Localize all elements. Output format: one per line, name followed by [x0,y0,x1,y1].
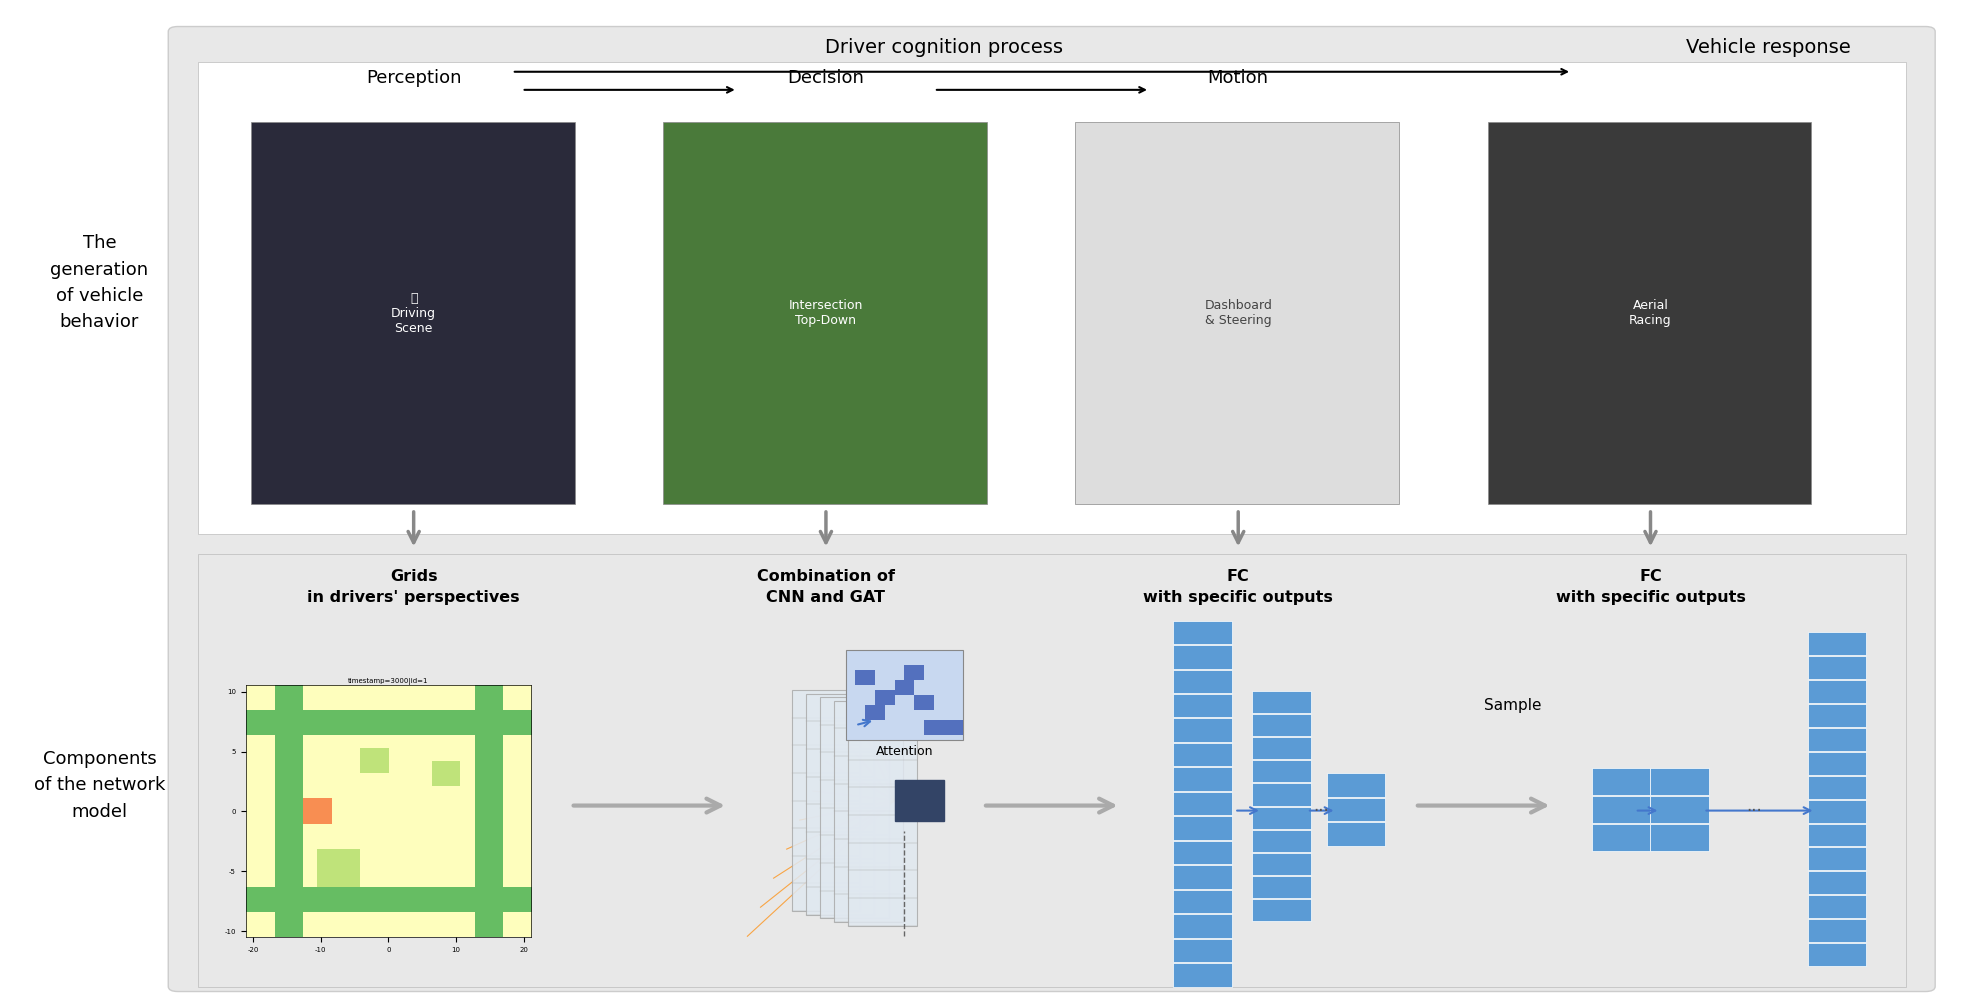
Bar [1174,865,1233,889]
Bar [1807,799,1866,823]
Text: ···: ··· [1746,801,1762,820]
Bar [1592,824,1651,851]
Bar [904,665,924,680]
FancyBboxPatch shape [820,698,889,918]
Bar [914,695,934,710]
Bar [1807,895,1866,918]
Text: Driver cognition process: Driver cognition process [824,37,1064,56]
Text: Intersection
Top-Down: Intersection Top-Down [788,299,863,327]
Bar [1174,841,1233,864]
FancyBboxPatch shape [792,689,861,911]
Bar [1174,669,1233,692]
Bar [1252,876,1311,898]
FancyBboxPatch shape [169,26,1935,992]
FancyBboxPatch shape [834,701,902,922]
FancyBboxPatch shape [895,780,944,821]
Bar [1252,806,1311,829]
Bar [1252,760,1311,782]
Bar [1174,645,1233,668]
Bar [924,720,944,735]
Bar [1174,694,1233,718]
Text: ···: ··· [1313,801,1329,820]
FancyBboxPatch shape [199,554,1905,987]
Text: Aerial
Racing: Aerial Racing [1630,299,1671,327]
Bar [1252,899,1311,921]
Text: Perception: Perception [366,69,462,87]
Bar [1592,768,1651,795]
Text: Decision: Decision [788,69,865,87]
Bar [1327,773,1386,797]
Bar [1174,816,1233,840]
FancyBboxPatch shape [845,650,963,740]
Title: timestamp=3000|id=1: timestamp=3000|id=1 [348,677,429,684]
Text: FC
with specific outputs: FC with specific outputs [1144,570,1333,606]
Bar [1174,938,1233,962]
Text: Sample: Sample [1484,698,1541,713]
Bar [1592,796,1651,823]
Bar [1252,737,1311,759]
Bar [1807,848,1866,871]
Text: The
generation
of vehicle
behavior: The generation of vehicle behavior [51,234,149,332]
Bar [1651,824,1708,851]
Bar [1174,914,1233,937]
Bar [944,720,963,735]
FancyBboxPatch shape [1488,122,1811,504]
FancyBboxPatch shape [663,122,987,504]
FancyBboxPatch shape [199,61,1905,534]
Bar [1807,704,1866,727]
Bar [1252,783,1311,805]
FancyBboxPatch shape [1075,122,1400,504]
Bar [1327,823,1386,846]
Bar [895,680,914,695]
Bar [1807,775,1866,798]
FancyBboxPatch shape [847,705,916,925]
Text: Dashboard
& Steering: Dashboard & Steering [1205,299,1272,327]
Text: Components
of the network
model: Components of the network model [33,750,165,821]
Bar [1807,679,1866,703]
Bar [1807,824,1866,847]
Bar [1252,690,1311,713]
Text: Motion: Motion [1207,69,1268,87]
Bar [1651,768,1708,795]
Bar [1174,963,1233,987]
Text: Grids
in drivers' perspectives: Grids in drivers' perspectives [307,570,519,606]
FancyBboxPatch shape [806,694,875,914]
Text: 🚗
Driving
Scene: 🚗 Driving Scene [391,291,436,335]
Bar [1807,632,1866,654]
Bar [865,705,885,720]
Bar [1807,872,1866,894]
Bar [1807,752,1866,774]
Bar [1327,798,1386,822]
Bar [1174,890,1233,913]
Bar [1651,796,1708,823]
Bar [1807,919,1866,942]
Text: Combination of
CNN and GAT: Combination of CNN and GAT [757,570,895,606]
Bar [1174,743,1233,766]
Text: Vehicle response: Vehicle response [1687,37,1850,56]
Bar [1252,853,1311,875]
Bar [1807,943,1866,967]
Text: FC
with specific outputs: FC with specific outputs [1555,570,1746,606]
Bar [1174,719,1233,742]
Bar [1252,830,1311,852]
Bar [1174,792,1233,815]
Bar [855,670,875,685]
Bar [1252,714,1311,736]
Bar [1807,655,1866,678]
Bar [1174,767,1233,791]
FancyBboxPatch shape [252,122,574,504]
Text: Attention: Attention [875,745,934,758]
Bar [1174,621,1233,644]
Bar [875,689,895,705]
Bar [1807,728,1866,751]
